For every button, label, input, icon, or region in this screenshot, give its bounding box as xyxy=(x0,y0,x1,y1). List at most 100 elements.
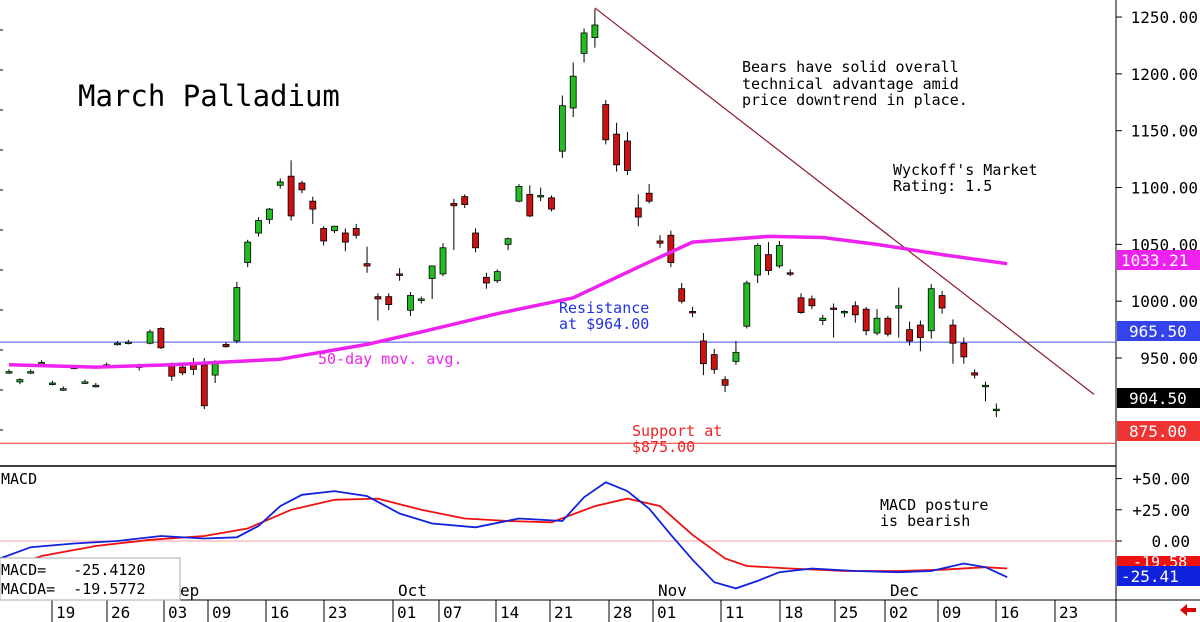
candle xyxy=(526,193,534,217)
candle xyxy=(341,232,349,243)
candles-layer xyxy=(5,9,1000,418)
chart-title: March Palladium xyxy=(78,79,340,113)
macd-posture-line1: MACD posture xyxy=(880,496,988,514)
price-tick-label: 950.00 xyxy=(1140,349,1198,368)
downtrend-line xyxy=(594,7,1095,395)
candle xyxy=(558,105,566,152)
support-label-line1: Support at xyxy=(632,422,722,440)
candle xyxy=(949,324,957,344)
month-label: Oct xyxy=(398,581,427,600)
candle xyxy=(396,273,404,276)
macd-readout: MACD= -25.4120 xyxy=(1,561,146,579)
candle xyxy=(906,329,913,342)
candle xyxy=(938,295,946,309)
candle xyxy=(331,225,338,232)
macd-panel-label: MACD xyxy=(1,470,37,488)
date-tick-label: 16 xyxy=(270,603,289,622)
candle xyxy=(960,342,968,358)
candle xyxy=(765,254,772,271)
last-price-label: 904.50 xyxy=(1129,389,1187,408)
date-tick-label: 11 xyxy=(725,603,744,622)
macd-value-label: -25.41 xyxy=(1121,567,1179,586)
candle xyxy=(851,305,859,316)
candle xyxy=(222,343,230,348)
candle xyxy=(385,296,393,306)
candle xyxy=(233,287,241,342)
candle xyxy=(38,362,45,365)
candle xyxy=(808,298,816,307)
candle xyxy=(59,388,67,391)
date-tick-label: 18 xyxy=(784,603,803,622)
candle xyxy=(309,200,317,210)
candle xyxy=(482,276,490,284)
last-price-badge xyxy=(1117,388,1200,408)
candle xyxy=(81,381,89,384)
candle xyxy=(200,364,208,407)
candle xyxy=(428,265,436,279)
support-value-badge xyxy=(1117,421,1200,441)
resistance-value-badge xyxy=(1117,321,1200,341)
macd-tick-label: +25.00 xyxy=(1132,501,1190,520)
candle xyxy=(797,297,805,313)
candle xyxy=(754,245,762,276)
candle xyxy=(179,366,187,374)
candle xyxy=(450,203,458,207)
candle xyxy=(5,371,13,374)
wyckoff-annotation-line1: Wyckoff's Market xyxy=(893,161,1038,179)
macd-posture-line2: is bearish xyxy=(880,512,970,530)
candle xyxy=(873,317,881,334)
candle xyxy=(374,296,382,300)
date-tick-label: 23 xyxy=(328,603,347,622)
candle xyxy=(287,175,295,217)
date-tick-label: 09 xyxy=(942,603,961,622)
ma50-line xyxy=(8,234,1008,369)
candle xyxy=(515,185,523,202)
candle xyxy=(689,311,696,314)
candle xyxy=(775,245,783,267)
macd-value-badge xyxy=(1117,566,1200,586)
left-arrow-icon[interactable] xyxy=(1180,604,1196,616)
candle xyxy=(602,104,610,141)
moving-average-layer xyxy=(8,234,1008,369)
candle xyxy=(298,182,306,191)
candle xyxy=(493,271,501,282)
candle xyxy=(92,384,100,388)
month-label: Dec xyxy=(890,581,919,600)
macd-readout-box xyxy=(0,557,181,601)
candle xyxy=(721,379,729,386)
wyckoff-annotation-line2: Rating: 1.5 xyxy=(893,177,992,195)
candle xyxy=(114,342,121,346)
date-tick-label: 02 xyxy=(889,603,908,622)
date-tick-label: 07 xyxy=(443,603,462,622)
candle xyxy=(710,354,718,370)
candle xyxy=(417,298,425,301)
candle xyxy=(927,288,935,332)
date-tick-label: 25 xyxy=(839,603,858,622)
candle xyxy=(472,232,479,249)
date-tick-label: 01 xyxy=(397,603,416,622)
axis-layer: 1250.00 1200.00 1150.00 1100.00 1050.00 1000.… xyxy=(0,8,1198,622)
macd-tick-label: +50.00 xyxy=(1132,470,1190,489)
date-tick-label: 01 xyxy=(657,603,676,622)
candle xyxy=(613,133,620,166)
ma-value-badge xyxy=(1117,250,1200,270)
candle xyxy=(146,331,154,344)
price-tick-label: 1150.00 xyxy=(1131,122,1198,141)
candle xyxy=(49,382,56,385)
candle xyxy=(352,228,360,236)
date-tick-label: 21 xyxy=(554,603,573,622)
date-tick-label: 03 xyxy=(168,603,187,622)
date-tick-label: 19 xyxy=(56,603,75,622)
price-tick-label: 1250.00 xyxy=(1131,8,1198,27)
candle xyxy=(320,228,328,242)
candle xyxy=(819,317,827,321)
candle xyxy=(917,324,924,338)
macd-layer xyxy=(0,481,1008,590)
candle xyxy=(265,208,273,220)
bears-annotation-line3: price downtrend in place. xyxy=(742,91,968,109)
candle xyxy=(830,307,837,310)
candle xyxy=(407,295,414,311)
candle xyxy=(461,196,469,205)
